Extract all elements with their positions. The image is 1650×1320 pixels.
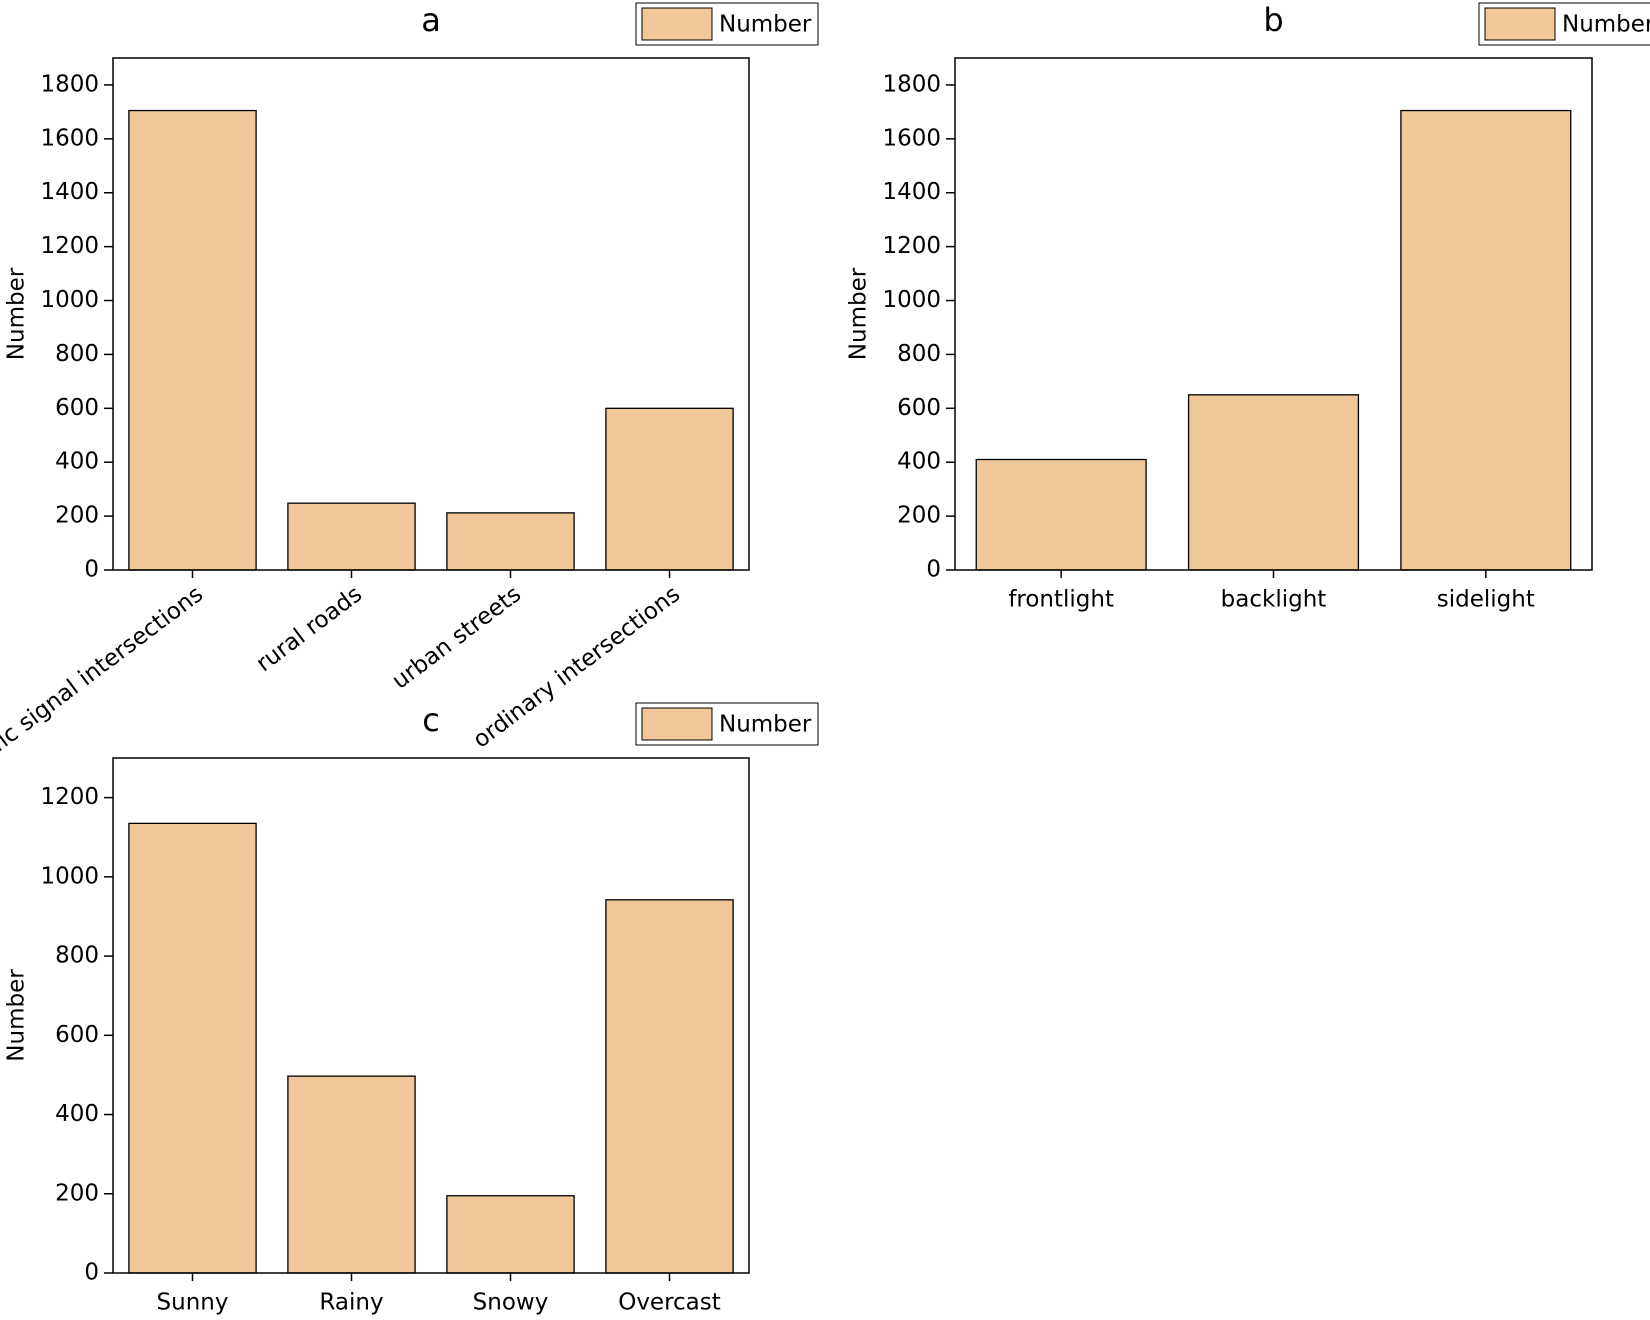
y-tick-label: 0 <box>926 557 941 583</box>
y-tick-label: 1400 <box>40 179 99 205</box>
legend-swatch <box>641 7 713 41</box>
bar <box>446 512 575 571</box>
y-tick-label: 1600 <box>882 125 941 151</box>
y-axis-label: Number <box>4 969 30 1062</box>
y-tick-label: 400 <box>897 449 941 475</box>
x-tick-label: sidelight <box>1437 587 1535 613</box>
bar <box>975 458 1147 571</box>
plot-frame <box>954 57 1593 571</box>
x-tick-label: frontlight <box>1008 587 1114 613</box>
bar <box>287 1075 416 1274</box>
y-tick-label: 200 <box>55 1180 99 1206</box>
legend-label: Number <box>1562 12 1650 38</box>
legend-swatch <box>641 707 713 741</box>
bar <box>1400 109 1572 571</box>
bar <box>605 407 734 571</box>
y-tick-label: 1400 <box>882 179 941 205</box>
y-tick-label: 1800 <box>40 71 99 97</box>
x-tick-label: Rainy <box>319 1290 383 1316</box>
bar <box>446 1195 575 1274</box>
y-tick-label: 600 <box>897 395 941 421</box>
y-tick-label: 1800 <box>882 71 941 97</box>
chart-panel: a Number 0 200 400 600 800 1000 1200 1400 1600 1800… <box>0 1 819 782</box>
chart-title: c <box>422 701 440 739</box>
y-tick-label: 200 <box>55 503 99 529</box>
y-axis-label: Number <box>846 267 872 360</box>
y-tick-label: 1200 <box>882 233 941 259</box>
x-tick-label: Sunny <box>157 1290 229 1316</box>
plot-frame <box>112 757 750 1274</box>
x-tick-label: urban streets <box>387 581 526 694</box>
y-tick-label: 200 <box>897 503 941 529</box>
x-tick-label: Snowy <box>473 1290 549 1316</box>
y-tick-label: 600 <box>55 395 99 421</box>
bar <box>1187 394 1360 571</box>
y-tick-label: 800 <box>55 341 99 367</box>
chart-panel: c Number 0 200 400 600 800 1000 1200 Sunny Rainy Sn… <box>4 701 819 1316</box>
y-tick-label: 0 <box>84 1260 99 1286</box>
x-tick-label: traffic signal intersections <box>0 581 208 781</box>
chart-title: a <box>421 1 441 39</box>
y-tick-label: 1000 <box>40 287 99 313</box>
bar <box>287 502 416 571</box>
x-tick-label: Overcast <box>618 1290 721 1316</box>
legend-swatch <box>1484 7 1556 41</box>
x-tick-label: rural roads <box>252 581 367 677</box>
y-tick-label: 1200 <box>40 784 99 810</box>
y-tick-label: 1600 <box>40 125 99 151</box>
y-tick-label: 800 <box>55 943 99 969</box>
chart-panel: b Number 0 200 400 600 800 1000 1200 1400 1600 1800… <box>846 1 1650 613</box>
y-tick-label: 1000 <box>882 287 941 313</box>
legend-label: Number <box>719 712 812 738</box>
y-tick-label: 1000 <box>40 863 99 889</box>
bar <box>605 899 734 1274</box>
y-axis-label: Number <box>4 267 30 360</box>
plot-frame <box>112 57 750 571</box>
x-tick-label: backlight <box>1221 587 1327 613</box>
y-tick-label: 1200 <box>40 233 99 259</box>
bar <box>128 822 257 1274</box>
y-tick-label: 0 <box>84 557 99 583</box>
y-tick-label: 800 <box>897 341 941 367</box>
y-tick-label: 400 <box>55 1101 99 1127</box>
bar <box>128 109 257 571</box>
chart-title: b <box>1263 1 1283 39</box>
legend-label: Number <box>719 12 812 38</box>
y-tick-label: 600 <box>55 1022 99 1048</box>
y-tick-label: 400 <box>55 449 99 475</box>
